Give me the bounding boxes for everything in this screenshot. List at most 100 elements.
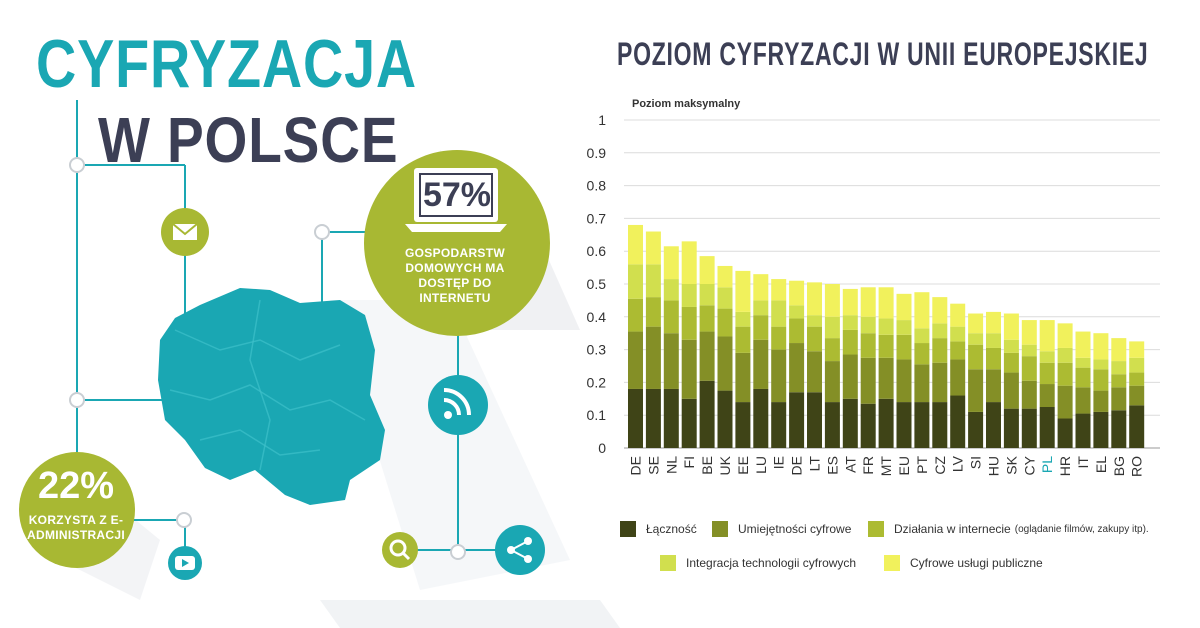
bar-segment	[1039, 384, 1055, 407]
bar-segment	[968, 333, 984, 345]
bar-segment	[735, 270, 751, 312]
bar-segment	[986, 347, 1001, 370]
legend-item-4: Integracja technologii cyfrowych	[660, 555, 856, 571]
bar-segment	[663, 333, 679, 389]
x-tick-label: FR	[860, 456, 876, 475]
bar-segment	[735, 402, 751, 448]
bar-segment	[717, 265, 733, 288]
x-tick-label: IT	[1075, 456, 1091, 469]
bar-segment	[968, 369, 984, 412]
bar-segment	[950, 303, 966, 327]
bar-segment	[1093, 390, 1109, 412]
bar-segment	[699, 305, 715, 332]
bar-segment	[1039, 362, 1055, 385]
bar-segment	[1021, 356, 1037, 381]
y-tick-label: 0.9	[587, 145, 607, 161]
bar-segment	[1003, 339, 1019, 353]
search-icon[interactable]	[382, 532, 418, 568]
bar-segment	[860, 287, 876, 317]
y-axis-label: Poziom maksymalny	[632, 98, 741, 110]
title-line-2: W POLSCE	[98, 104, 399, 176]
x-tick-label: SE	[645, 456, 661, 475]
mail-icon[interactable]	[161, 208, 209, 256]
bar-segment	[699, 284, 715, 306]
bar-segment	[914, 402, 930, 448]
bar-segment	[807, 351, 822, 393]
bar-segment	[681, 306, 697, 340]
bar-segment	[1039, 407, 1055, 448]
y-tick-label: 0.7	[587, 210, 607, 226]
bar-segment	[860, 357, 876, 404]
bar-segment	[860, 333, 876, 358]
bar-segment	[986, 369, 1001, 403]
bar-segment	[986, 333, 1001, 348]
bar-segment	[1129, 385, 1145, 406]
bar-segment	[771, 279, 787, 301]
bar-segment	[807, 326, 822, 352]
bar-segment	[824, 284, 840, 317]
stat-circle-internet	[364, 150, 550, 336]
bar-segment	[878, 334, 894, 358]
bar-segment	[681, 398, 697, 448]
chart-title: POZIOM CYFRYZACJI W UNII EUROPEJSKIEJ	[617, 36, 1149, 72]
x-tick-label: NL	[663, 456, 679, 474]
legend-swatch	[660, 555, 676, 571]
bar-segment	[896, 320, 912, 335]
legend-label: Integracja technologii cyfrowych	[686, 556, 857, 570]
bar-segment	[663, 246, 679, 280]
bar-segment	[1057, 385, 1073, 419]
bar-segment	[842, 315, 858, 330]
play-icon[interactable]	[168, 546, 202, 580]
stat-internet-value: 57%	[422, 176, 492, 214]
bar-segment	[699, 331, 715, 381]
bar-segment	[1111, 410, 1127, 448]
bar-segment	[860, 403, 876, 448]
x-tick-label: CY	[1021, 455, 1037, 475]
bar-segment	[1039, 351, 1055, 363]
bar-segment	[771, 326, 787, 350]
bar-segment	[950, 395, 966, 448]
bar-segment	[645, 231, 661, 265]
share-icon[interactable]	[495, 525, 545, 575]
title-line-1: CYFRYZACJA	[36, 26, 417, 102]
bar-segment	[1129, 405, 1145, 448]
bar-segment	[1003, 352, 1019, 373]
bar-segment	[1057, 323, 1073, 348]
stat-eadmin-label: KORZYSTA Z E-ADMINISTRACJI	[27, 513, 125, 542]
legend-item-1: Łączność	[620, 521, 697, 537]
legend-item-3: Działania w internecie (oglądanie filmów,…	[868, 521, 1149, 537]
bar-segment	[914, 364, 930, 403]
x-tick-label: HR	[1057, 456, 1073, 476]
x-tick-label: FI	[681, 456, 697, 468]
bar-segment	[950, 341, 966, 360]
stat-internet-label: GOSPODARSTW DOMOWYCH MA DOSTĘP DO INTERN…	[405, 246, 505, 305]
bar-segment	[824, 316, 840, 339]
bar-segment	[1111, 338, 1127, 362]
y-tick-label: 1	[598, 112, 606, 128]
bar-segment	[878, 287, 894, 319]
bar-segment	[1093, 359, 1109, 370]
bar-segment	[628, 298, 643, 332]
bar-segment	[789, 280, 805, 306]
bar-segment	[1003, 372, 1019, 409]
bar-segment	[896, 359, 912, 403]
y-tick-label: 0.1	[587, 407, 607, 423]
x-tick-label: EE	[735, 456, 751, 475]
bar-segment	[1093, 333, 1109, 360]
bar-segment	[1129, 372, 1145, 386]
bar-segment	[645, 388, 661, 448]
y-tick-label: 0.8	[587, 178, 607, 194]
bar-segment	[1003, 408, 1019, 448]
x-tick-label: LT	[807, 456, 823, 472]
x-tick-label: RO	[1129, 456, 1145, 477]
bar-segment	[699, 256, 715, 284]
legend-label: Cyfrowe usługi publiczne	[910, 556, 1043, 570]
bar-segment	[735, 352, 751, 403]
bar-segment	[896, 334, 912, 360]
bar-segment	[1129, 341, 1145, 358]
legend-item-2: Umiejętności cyfrowe	[712, 521, 851, 537]
bar-segment	[968, 313, 984, 334]
bar-segment	[645, 326, 661, 389]
rss-icon[interactable]	[428, 375, 488, 435]
